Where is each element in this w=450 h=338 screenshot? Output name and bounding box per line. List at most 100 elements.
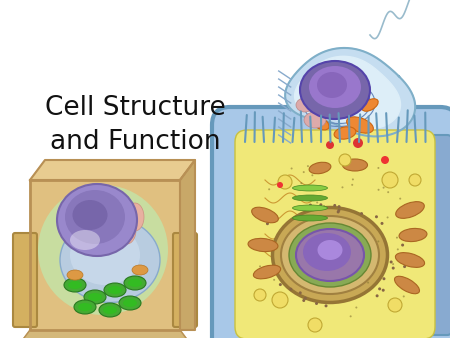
Circle shape xyxy=(387,216,389,218)
Ellipse shape xyxy=(303,233,351,271)
Circle shape xyxy=(349,162,351,164)
Circle shape xyxy=(403,255,406,258)
FancyBboxPatch shape xyxy=(420,135,450,335)
Circle shape xyxy=(277,182,283,188)
Circle shape xyxy=(376,252,378,254)
Circle shape xyxy=(403,295,405,297)
Circle shape xyxy=(337,211,340,213)
Ellipse shape xyxy=(38,185,168,315)
Ellipse shape xyxy=(317,72,347,98)
Ellipse shape xyxy=(296,98,314,112)
Ellipse shape xyxy=(88,293,102,301)
Ellipse shape xyxy=(309,162,331,174)
Circle shape xyxy=(279,283,282,286)
Circle shape xyxy=(350,315,351,317)
Polygon shape xyxy=(180,160,195,330)
Ellipse shape xyxy=(72,200,108,230)
Circle shape xyxy=(338,205,341,208)
Ellipse shape xyxy=(289,223,371,287)
Circle shape xyxy=(367,282,369,284)
Ellipse shape xyxy=(346,117,374,133)
Ellipse shape xyxy=(68,281,82,289)
Circle shape xyxy=(401,244,404,246)
Circle shape xyxy=(338,229,340,231)
Circle shape xyxy=(278,175,292,189)
Circle shape xyxy=(390,261,393,264)
Circle shape xyxy=(323,205,325,207)
Ellipse shape xyxy=(108,286,122,294)
Ellipse shape xyxy=(84,290,106,304)
Ellipse shape xyxy=(132,265,148,275)
Circle shape xyxy=(320,286,322,288)
Ellipse shape xyxy=(124,276,146,290)
Ellipse shape xyxy=(311,116,329,130)
Ellipse shape xyxy=(296,229,364,281)
Circle shape xyxy=(277,294,279,296)
Polygon shape xyxy=(285,48,415,137)
Ellipse shape xyxy=(123,299,137,307)
Polygon shape xyxy=(295,56,400,129)
Circle shape xyxy=(266,222,269,225)
Ellipse shape xyxy=(273,208,387,303)
Ellipse shape xyxy=(399,228,427,242)
Ellipse shape xyxy=(126,203,144,231)
Circle shape xyxy=(364,231,365,233)
Circle shape xyxy=(304,211,306,213)
Ellipse shape xyxy=(70,230,100,250)
Ellipse shape xyxy=(104,283,126,297)
Circle shape xyxy=(382,187,385,189)
Circle shape xyxy=(324,305,328,307)
Circle shape xyxy=(333,204,336,207)
Ellipse shape xyxy=(57,184,137,256)
Circle shape xyxy=(382,289,385,292)
Circle shape xyxy=(304,245,306,247)
Polygon shape xyxy=(30,160,195,180)
Circle shape xyxy=(314,320,316,322)
Circle shape xyxy=(388,298,402,312)
Circle shape xyxy=(307,165,309,167)
Circle shape xyxy=(291,167,292,169)
Ellipse shape xyxy=(78,303,92,311)
Circle shape xyxy=(272,292,288,308)
Ellipse shape xyxy=(65,190,125,244)
Circle shape xyxy=(326,141,334,149)
Circle shape xyxy=(268,188,270,190)
Text: Cell Structure
and Function: Cell Structure and Function xyxy=(45,95,225,155)
Circle shape xyxy=(304,297,307,300)
FancyBboxPatch shape xyxy=(212,107,450,338)
Circle shape xyxy=(299,291,302,294)
Ellipse shape xyxy=(334,127,356,139)
Circle shape xyxy=(303,171,305,173)
Circle shape xyxy=(301,218,303,220)
Polygon shape xyxy=(15,330,195,338)
Circle shape xyxy=(392,263,394,265)
Circle shape xyxy=(387,191,389,193)
Circle shape xyxy=(378,287,381,290)
Ellipse shape xyxy=(292,195,328,201)
FancyBboxPatch shape xyxy=(13,233,37,327)
Circle shape xyxy=(339,154,351,166)
Circle shape xyxy=(309,203,312,207)
Circle shape xyxy=(315,302,318,305)
Circle shape xyxy=(254,289,266,301)
Circle shape xyxy=(338,209,340,212)
Circle shape xyxy=(279,181,281,183)
Circle shape xyxy=(392,267,395,270)
Circle shape xyxy=(289,288,292,291)
Circle shape xyxy=(356,307,357,309)
FancyBboxPatch shape xyxy=(173,233,197,327)
Circle shape xyxy=(403,265,406,268)
Ellipse shape xyxy=(119,296,141,310)
Circle shape xyxy=(302,299,305,302)
Circle shape xyxy=(327,291,329,293)
Ellipse shape xyxy=(252,207,279,223)
Circle shape xyxy=(409,174,421,186)
Circle shape xyxy=(320,203,322,206)
Circle shape xyxy=(274,241,275,243)
Circle shape xyxy=(304,243,306,245)
Circle shape xyxy=(371,266,373,268)
Ellipse shape xyxy=(396,202,424,218)
Ellipse shape xyxy=(248,238,278,251)
Ellipse shape xyxy=(318,240,342,260)
Circle shape xyxy=(397,248,399,250)
